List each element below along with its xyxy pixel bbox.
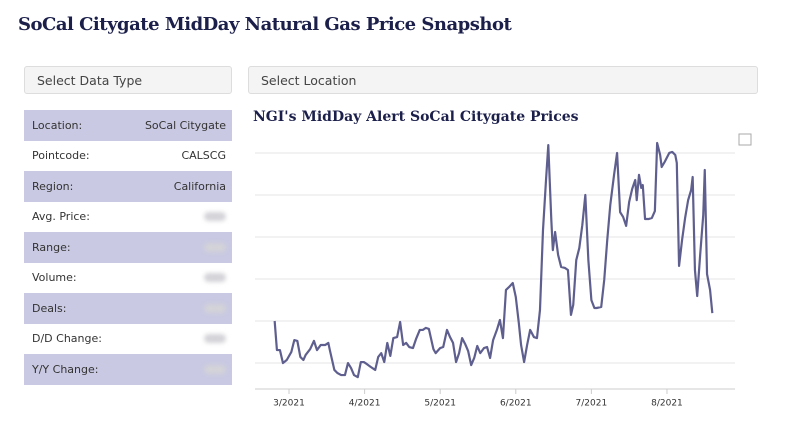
- hidden-value: [204, 273, 226, 283]
- info-row: Range:: [24, 232, 232, 263]
- location-select[interactable]: Select Location: [248, 66, 758, 94]
- price-line: [273, 141, 714, 379]
- row-label: Y/Y Change:: [32, 362, 99, 376]
- x-tick-label: 4/2021: [349, 399, 381, 409]
- hidden-value: [204, 212, 226, 222]
- row-label: Region:: [32, 179, 74, 193]
- info-row: Avg. Price:: [24, 202, 232, 233]
- row-label: Location:: [32, 118, 83, 132]
- hidden-value: [204, 364, 226, 374]
- info-row: Pointcode: CALSCG: [24, 141, 232, 172]
- row-label: D/D Change:: [32, 332, 102, 346]
- hidden-value: [204, 242, 226, 252]
- row-value: CALSCG: [181, 149, 226, 163]
- info-row: Region: California: [24, 171, 232, 202]
- row-label: Pointcode:: [32, 149, 90, 163]
- row-value: California: [173, 179, 226, 193]
- x-tick-label: 6/2021: [500, 399, 532, 409]
- info-row: Deals:: [24, 293, 232, 324]
- row-label: Volume:: [32, 271, 77, 285]
- page-title: SoCal Citygate MidDay Natural Gas Price …: [18, 14, 512, 35]
- info-row: D/D Change:: [24, 324, 232, 355]
- row-value: SoCal Citygate: [144, 118, 226, 132]
- row-label: Range:: [32, 240, 71, 254]
- chart-title: NGI's MidDay Alert SoCal Citygate Prices: [253, 109, 579, 125]
- x-tick-label: 8/2021: [651, 399, 683, 409]
- info-table: Location: SoCal Citygate Pointcode: CALSCG R…: [24, 110, 232, 385]
- info-row: Location: SoCal Citygate: [24, 110, 232, 141]
- row-label: Deals:: [32, 301, 67, 315]
- info-row: Y/Y Change:: [24, 354, 232, 385]
- x-tick-label: 7/2021: [576, 399, 608, 409]
- hidden-value: [204, 334, 226, 344]
- export-icon[interactable]: [738, 133, 752, 146]
- x-tick-label: 5/2021: [424, 399, 456, 409]
- row-label: Avg. Price:: [32, 210, 90, 224]
- data-type-select[interactable]: Select Data Type: [24, 66, 232, 94]
- info-row: Volume:: [24, 263, 232, 294]
- hidden-value: [204, 303, 226, 313]
- x-tick-label: 3/2021: [273, 399, 305, 409]
